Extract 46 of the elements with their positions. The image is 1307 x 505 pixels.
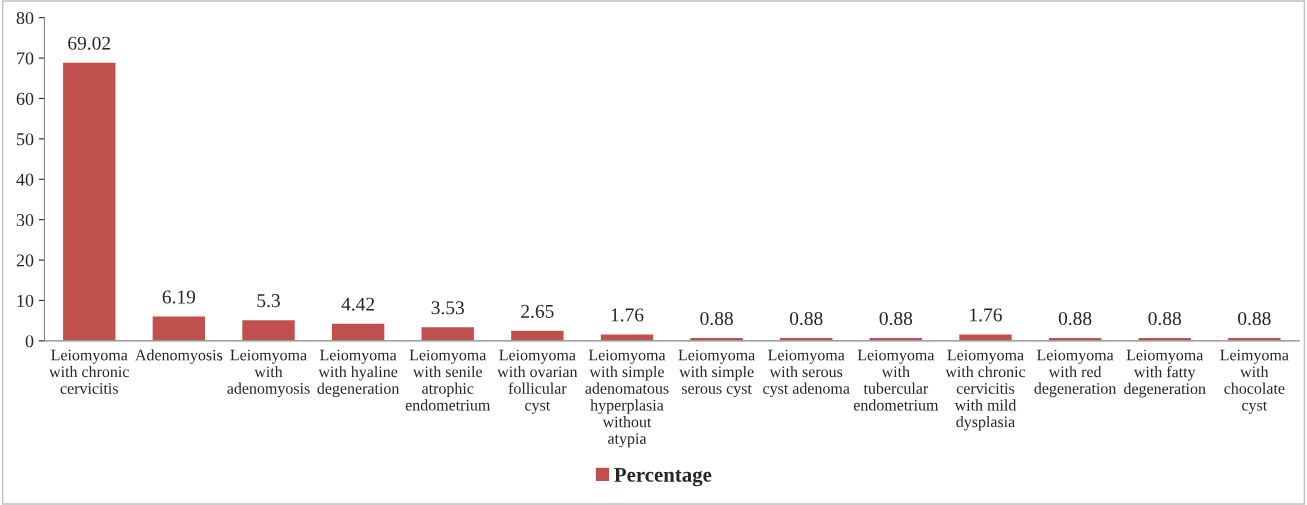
bar [599, 333, 655, 341]
data-label: 4.42 [341, 297, 375, 311]
x-tick-label: Leiomyoma with serous cyst adenoma [763, 349, 850, 398]
x-tick-label: Leiomyoma with tubercular endometrium [853, 349, 939, 411]
y-tick-label: 70 [17, 52, 34, 65]
bar [151, 315, 207, 341]
y-tick-label: 50 [17, 133, 34, 146]
data-label: 0.88 [700, 311, 733, 326]
y-tick-label: 10 [17, 294, 34, 307]
y-tick-label: 80 [16, 11, 34, 25]
bar [240, 318, 297, 341]
data-label: 1.76 [611, 308, 644, 322]
data-label: 0.88 [1058, 311, 1092, 326]
data-label: 1.76 [970, 308, 1002, 322]
data-label: 0.88 [1238, 311, 1271, 326]
y-tick-label: 30 [16, 213, 34, 227]
x-tick-label: Leiomyoma with senile atrophic endometrium [405, 349, 491, 411]
y-tick-label: 40 [16, 173, 34, 186]
legend-label: Percentage [614, 468, 712, 487]
data-label: 0.88 [1148, 311, 1181, 326]
x-tick-label: Leiomyoma with simple serous cyst [678, 349, 755, 398]
x-tick-label: Leiomyoma with chronic cervicitis [49, 349, 129, 394]
bar [61, 61, 117, 341]
data-label: 0.88 [789, 311, 823, 326]
data-label: 3.53 [431, 301, 464, 315]
x-tick-label: Adenomyosis [135, 349, 223, 364]
data-label: 6.19 [162, 290, 196, 304]
data-label: 0.88 [879, 311, 913, 326]
x-tick-label: Leiomyoma with hyaline degeneration [317, 349, 400, 398]
x-tick-label: Leiomyoma with adenomyosis [227, 349, 310, 398]
bar [330, 322, 386, 341]
bar [957, 333, 1014, 341]
x-tick-label: Leimyoma with chocolate cyst [1220, 349, 1289, 414]
x-tick-label: Leiomyoma with simple adenomatous hyperplasia without atypia [585, 349, 669, 448]
x-tick-label: Leiomyoma with fatty degeneration [1124, 349, 1206, 398]
bar [509, 329, 565, 341]
x-tick-label: Leiomyoma with chronic cervicitis with mild dysplasia [945, 349, 1026, 431]
y-tick-label: 60 [16, 92, 34, 105]
x-tick-label: Leiomyoma with ovarian follicular cyst [497, 349, 578, 414]
data-label: 2.65 [521, 304, 554, 318]
data-label: 5.3 [257, 294, 280, 308]
y-tick-label: 0 [25, 335, 34, 348]
x-tick-label: Leiomyoma with red degeneration [1034, 349, 1117, 398]
bar [420, 325, 476, 341]
y-tick-label: 20 [16, 254, 34, 267]
data-label: 69.02 [68, 36, 111, 50]
